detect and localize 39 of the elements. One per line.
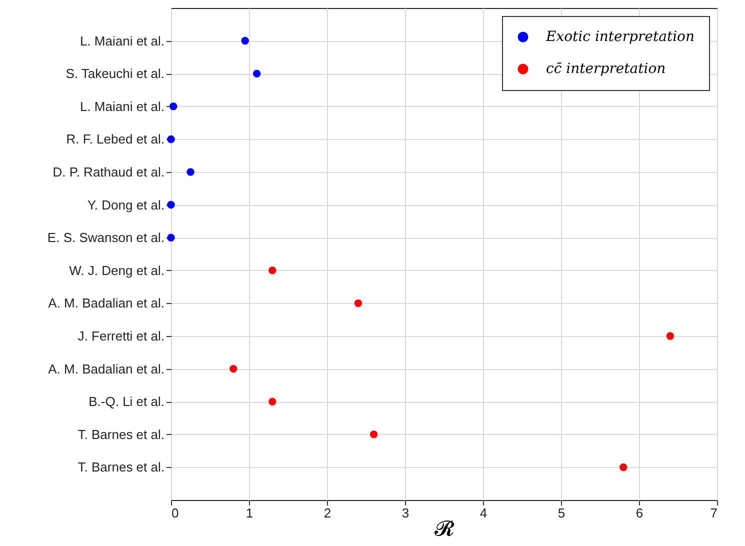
x-tick-label: 4 — [480, 506, 488, 520]
y-tick-label: J. Ferretti et al. — [78, 328, 164, 344]
y-tick-label: L. Maiani et al. — [80, 33, 164, 48]
y-tick-label: Y. Dong et al. — [87, 197, 164, 212]
y-tick-label: B.-Q. Li et al. — [88, 394, 164, 410]
x-axis-title: 𝓡 — [434, 516, 454, 540]
x-tick-label: 3 — [402, 506, 410, 520]
x-tick-label: 5 — [558, 506, 566, 520]
x-tick-label: 6 — [636, 506, 644, 520]
point — [354, 299, 362, 308]
y-tick-label: L. Maiani et al. — [80, 98, 164, 114]
point — [167, 200, 175, 209]
point — [167, 234, 175, 242]
point — [268, 398, 276, 406]
x-tick-label: 7 — [710, 506, 718, 520]
point — [252, 70, 261, 78]
y-tick-label: E. S. Swanson et al. — [47, 230, 164, 246]
point — [666, 332, 674, 340]
y-tick-label: R. F. Lebed et al. — [66, 132, 164, 147]
y-tick-label: S. Takeuchi et al. — [66, 66, 164, 82]
point — [370, 430, 378, 438]
point — [268, 266, 276, 274]
legend-label: cc̄ interpretation — [546, 61, 666, 77]
x-tick-label: 1 — [246, 506, 254, 520]
y-tick-label: T. Barnes et al. — [78, 426, 164, 442]
point — [167, 135, 175, 144]
x-tick-label: 0 — [172, 506, 179, 520]
point — [620, 463, 628, 472]
y-tick-label: D. P. Rathaud et al. — [52, 164, 164, 180]
y-tick-label: A. M. Badalian et al. — [48, 361, 164, 376]
point — [169, 102, 178, 110]
y-tick-label: A. M. Badalian et al. — [48, 296, 164, 311]
y-tick-label: T. Barnes et al. — [78, 460, 164, 475]
x-tick-label: 2 — [324, 506, 332, 520]
point — [230, 364, 238, 373]
point — [186, 168, 194, 176]
y-tick-label: W. J. Deng et al. — [69, 262, 164, 278]
legend-label: Exotic interpretation — [545, 29, 694, 45]
point — [241, 36, 249, 45]
